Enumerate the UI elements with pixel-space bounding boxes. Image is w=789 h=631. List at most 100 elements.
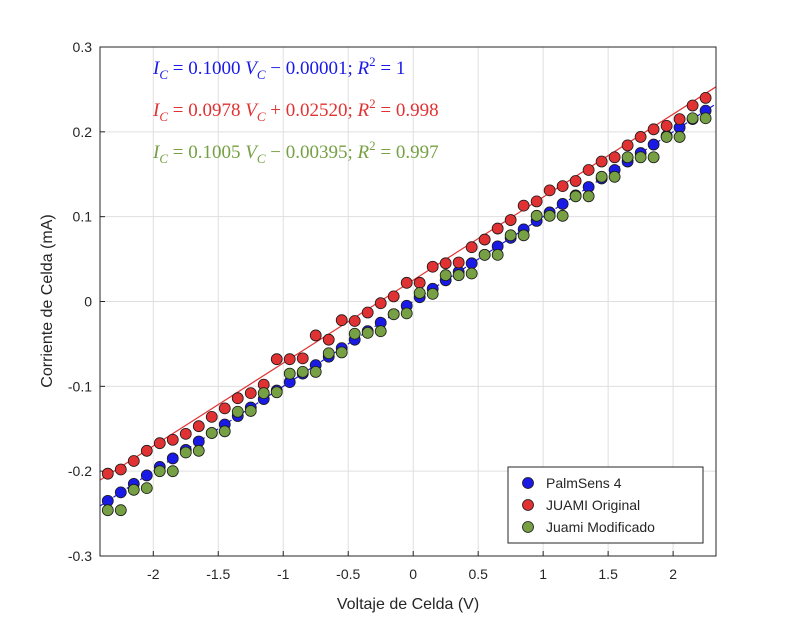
data-point bbox=[283, 367, 296, 380]
data-point bbox=[582, 190, 595, 203]
data-point bbox=[114, 463, 127, 476]
data-point bbox=[270, 353, 283, 366]
x-axis-label: Voltaje de Celda (V) bbox=[337, 596, 479, 613]
equation-part: 0.00395 bbox=[286, 142, 348, 163]
data-point bbox=[569, 175, 582, 187]
x-tick-label: 1.5 bbox=[598, 566, 618, 582]
equation-part: R bbox=[357, 100, 370, 121]
equation-part: 0.1005 bbox=[188, 142, 240, 163]
data-point bbox=[673, 131, 686, 143]
equation-part: I bbox=[152, 142, 161, 163]
data-point bbox=[465, 267, 478, 280]
data-point bbox=[634, 131, 647, 143]
fit-equation: IC = 0.1000 VC − 0.00001; R2 = 1 bbox=[152, 54, 405, 82]
equation-part: 0.997 bbox=[396, 142, 439, 163]
data-point bbox=[335, 346, 348, 359]
data-point bbox=[192, 420, 205, 433]
data-point bbox=[452, 269, 465, 282]
data-point bbox=[660, 119, 673, 132]
x-tick-label: 1 bbox=[539, 566, 547, 582]
data-point bbox=[231, 392, 244, 405]
data-point bbox=[127, 483, 140, 496]
equation-part: C bbox=[257, 67, 266, 82]
data-point bbox=[218, 425, 231, 438]
data-point bbox=[244, 387, 257, 400]
data-point bbox=[491, 248, 504, 261]
equation-part: C bbox=[257, 151, 266, 166]
data-point bbox=[595, 170, 608, 183]
data-point bbox=[387, 290, 400, 303]
y-tick-label: 0.2 bbox=[73, 124, 93, 140]
data-point bbox=[426, 287, 439, 300]
data-point bbox=[673, 113, 686, 126]
data-point bbox=[699, 92, 712, 104]
plot-frame bbox=[99, 46, 717, 557]
x-tick-label: 0 bbox=[409, 566, 417, 582]
data-point bbox=[205, 427, 218, 439]
data-point bbox=[400, 276, 413, 289]
data-point bbox=[543, 209, 556, 222]
data-point bbox=[556, 209, 569, 222]
data-point bbox=[530, 209, 543, 222]
equation-part: = bbox=[376, 58, 396, 79]
data-point bbox=[166, 433, 179, 446]
data-point bbox=[140, 469, 153, 482]
equation-part: = bbox=[376, 142, 396, 163]
y-tick-label: 0.1 bbox=[73, 209, 93, 225]
legend-label: Juami Modificado bbox=[546, 519, 655, 535]
y-tick-label: -0.2 bbox=[68, 463, 92, 479]
data-point bbox=[127, 455, 140, 467]
equation-part: 2 bbox=[369, 96, 376, 111]
data-point bbox=[504, 214, 517, 226]
data-point bbox=[387, 308, 400, 321]
data-point bbox=[361, 306, 374, 319]
data-point bbox=[413, 287, 426, 299]
data-point bbox=[179, 427, 192, 440]
data-point bbox=[556, 198, 569, 210]
equation-part: R bbox=[357, 142, 370, 163]
equation-part: 1 bbox=[396, 58, 406, 79]
data-point bbox=[569, 190, 582, 203]
equation-part: 2 bbox=[369, 138, 376, 153]
data-point bbox=[153, 465, 166, 478]
data-point bbox=[556, 180, 569, 193]
equation-part: V bbox=[245, 142, 259, 163]
data-point bbox=[348, 327, 361, 340]
data-point bbox=[140, 444, 153, 457]
data-point bbox=[192, 444, 205, 457]
data-point bbox=[270, 386, 283, 399]
legend-marker bbox=[522, 499, 534, 511]
equation-part: = bbox=[168, 142, 188, 163]
equation-part: 0.0978 bbox=[188, 100, 240, 121]
y-tick-label: 0.3 bbox=[73, 39, 93, 55]
equation-part: 2 bbox=[369, 54, 376, 69]
data-point bbox=[244, 405, 257, 417]
equation-part: = bbox=[168, 58, 188, 79]
data-point bbox=[101, 504, 114, 517]
data-point bbox=[140, 482, 153, 495]
data-point bbox=[517, 199, 530, 212]
equation-part: C bbox=[159, 151, 168, 166]
y-tick-label: -0.1 bbox=[68, 378, 92, 394]
equation-part: C bbox=[159, 67, 168, 82]
equation-part: C bbox=[257, 109, 266, 124]
data-point bbox=[218, 402, 231, 415]
data-point bbox=[478, 248, 491, 261]
data-point bbox=[465, 257, 478, 270]
legend-label: JUAMI Original bbox=[546, 497, 640, 513]
data-point bbox=[296, 366, 309, 378]
data-point bbox=[374, 325, 387, 338]
data-point bbox=[413, 276, 426, 289]
data-point bbox=[439, 269, 452, 282]
data-point bbox=[166, 465, 179, 478]
data-point bbox=[166, 452, 179, 465]
fit-equation: IC = 0.0978 VC + 0.02520; R2 = 0.998 bbox=[152, 96, 439, 124]
data-point bbox=[634, 151, 647, 164]
equation-part: I bbox=[152, 100, 161, 121]
fit-equation: IC = 0.1005 VC − 0.00395; R2 = 0.997 bbox=[152, 138, 439, 166]
equation-part: 0.02520 bbox=[286, 100, 348, 121]
data-point bbox=[465, 241, 478, 254]
data-point bbox=[491, 222, 504, 235]
data-point bbox=[114, 504, 127, 517]
